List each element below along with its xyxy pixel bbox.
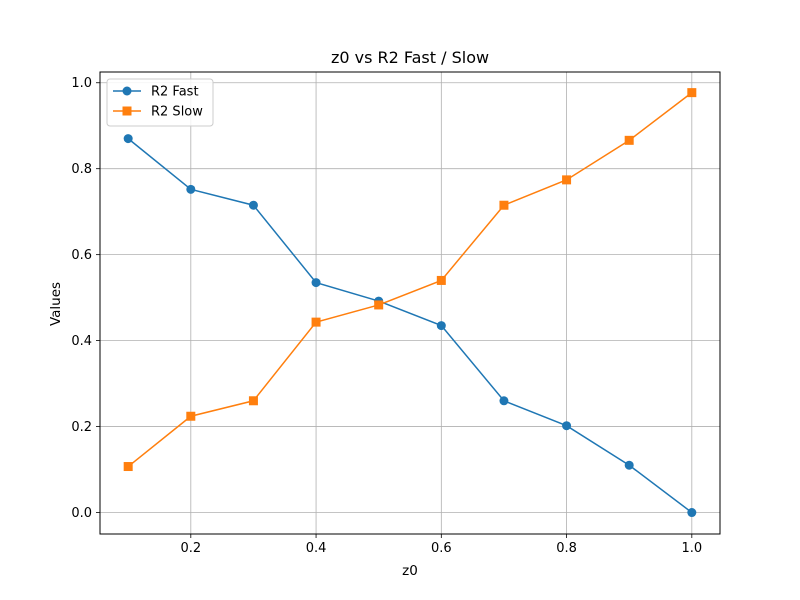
data-point-r2-fast	[562, 421, 572, 431]
series-line-r2-slow	[127, 92, 693, 468]
y-tick-label: 0.8	[71, 162, 92, 177]
data-point-r2-fast	[311, 278, 321, 288]
data-point-r2-slow	[499, 200, 509, 210]
data-point-r2-slow	[562, 175, 572, 185]
series-r2-fast	[123, 134, 697, 518]
data-point-r2-fast	[436, 321, 446, 331]
data-point-r2-slow	[624, 135, 634, 145]
legend-marker-r2-slow	[122, 106, 132, 116]
legend-label-r2-fast: R2 Fast	[151, 85, 199, 100]
x-tick-label: 1.0	[681, 541, 702, 556]
data-point-r2-slow	[248, 396, 258, 406]
y-axis-label: Values	[48, 282, 64, 326]
grid	[100, 72, 720, 534]
x-tick-label: 0.4	[306, 541, 327, 556]
series-r2-slow	[123, 88, 697, 472]
data-point-r2-fast	[123, 134, 133, 144]
legend-marker-r2-fast	[122, 86, 132, 96]
data-point-r2-slow	[186, 411, 196, 421]
data-point-r2-slow	[687, 88, 697, 98]
series-group	[123, 88, 697, 518]
x-tick-label: 0.8	[556, 541, 577, 556]
x-axis-label: z0	[402, 563, 418, 579]
y-tick-label: 0.2	[71, 420, 92, 435]
x-axis-ticks: 0.2 0.4 0.6 0.8 1.0	[180, 534, 702, 556]
legend-label-r2-slow: R2 Slow	[151, 105, 203, 120]
series-line-r2-fast	[127, 138, 693, 514]
y-tick-label: 1.0	[71, 76, 92, 91]
x-tick-label: 0.6	[431, 541, 452, 556]
data-point-r2-fast	[248, 200, 258, 210]
data-point-r2-fast	[186, 184, 196, 194]
data-point-r2-fast	[499, 396, 509, 406]
chart-title: z0 vs R2 Fast / Slow	[331, 48, 489, 67]
legend: R2 Fast R2 Slow	[106, 78, 214, 127]
plot-frame	[99, 71, 721, 535]
x-tick-label: 0.2	[180, 541, 201, 556]
data-point-r2-fast	[624, 460, 634, 470]
y-tick-label: 0.4	[71, 334, 92, 349]
y-tick-label: 0.0	[71, 506, 92, 521]
data-point-r2-slow	[436, 275, 446, 285]
data-point-r2-slow	[311, 317, 321, 327]
y-tick-label: 0.6	[71, 248, 92, 263]
data-point-r2-slow	[374, 300, 384, 310]
data-point-r2-slow	[123, 462, 133, 472]
data-point-r2-fast	[687, 508, 697, 518]
y-axis-ticks: 0.0 0.2 0.4 0.6 0.8 1.0	[71, 76, 100, 521]
